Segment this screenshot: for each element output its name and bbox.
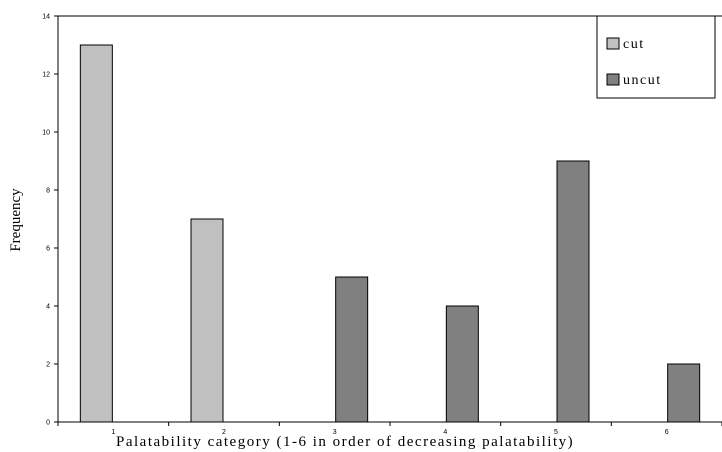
bar-uncut-5	[556, 160, 590, 423]
y-tick-label: 2	[46, 362, 50, 369]
y-tick-label: 0	[46, 420, 50, 427]
legend: cut uncut	[596, 15, 716, 99]
y-tick-label: 6	[46, 246, 50, 253]
bar-cut-1	[79, 44, 113, 423]
y-tick-label: 10	[42, 130, 50, 137]
legend-label-cut: cut	[623, 37, 645, 52]
bar-cut-2	[190, 218, 224, 423]
x-axis-label: Palatability category (1-6 in order of d…	[116, 434, 574, 450]
x-tick-label: 5	[554, 429, 558, 436]
chart-axes	[54, 15, 722, 426]
bar-uncut-3	[335, 276, 369, 423]
y-tick-label: 8	[46, 188, 50, 195]
x-tick-label: 2	[222, 429, 226, 436]
x-tick-label: 3	[333, 429, 337, 436]
legend-swatch-cut	[606, 37, 620, 50]
bar-uncut-6	[667, 363, 701, 423]
bar-uncut-4	[445, 305, 479, 423]
y-tick-label: 4	[46, 304, 50, 311]
legend-label-uncut: uncut	[623, 73, 662, 88]
y-tick-labels: 0 2 4 6 8 10 12 14	[42, 14, 50, 427]
legend-swatch-uncut	[606, 73, 620, 86]
y-axis-label: Frequency	[8, 188, 24, 252]
bars	[79, 44, 701, 423]
x-tick-label: 4	[443, 429, 447, 436]
x-tick-labels: 1 2 3 4 5 6	[111, 429, 668, 436]
y-tick-label: 12	[42, 72, 50, 79]
x-tick-label: 1	[111, 429, 115, 436]
y-tick-label: 14	[42, 14, 50, 21]
x-tick-label: 6	[665, 429, 669, 436]
